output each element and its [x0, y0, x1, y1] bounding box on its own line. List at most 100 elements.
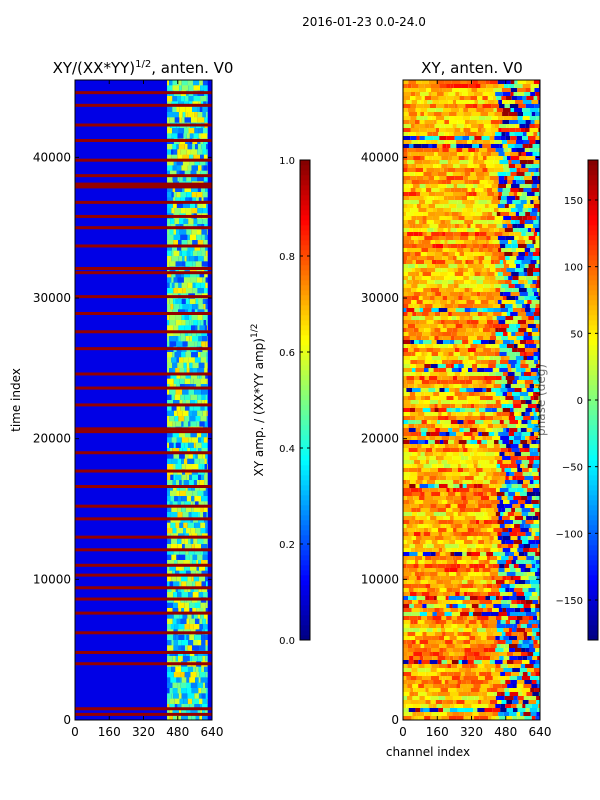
heatmap-cell: [174, 560, 178, 566]
heatmap-cell: [501, 412, 510, 417]
heatmap-cell: [410, 176, 417, 181]
heatmap-cell: [455, 180, 465, 185]
heatmap-cell: [458, 660, 463, 665]
heatmap-cell: [508, 360, 517, 365]
heatmap-cell: [535, 408, 539, 413]
heatmap-cell: [189, 624, 194, 630]
heatmap-cell: [524, 560, 532, 565]
saturated-row: [75, 548, 212, 552]
heatmap-cell: [206, 410, 208, 417]
heatmap-cell: [476, 336, 484, 341]
heatmap-cell: [191, 512, 198, 518]
heatmap-cell: [493, 416, 503, 421]
heatmap-cell: [491, 116, 498, 121]
heatmap-cell: [428, 312, 435, 317]
heatmap-cell: [429, 380, 437, 385]
heatmap-cell: [440, 312, 449, 317]
heatmap-cell: [487, 308, 494, 313]
heatmap-cell: [509, 472, 515, 477]
heatmap-cell: [491, 476, 501, 481]
heatmap-cell: [199, 106, 203, 113]
heatmap-cell: [474, 228, 480, 233]
heatmap-cell: [411, 436, 418, 441]
heatmap-cell: [419, 136, 425, 141]
heatmap-cell: [176, 160, 183, 166]
heatmap-cell: [510, 548, 518, 553]
heatmap-cell: [465, 192, 469, 197]
colorbar-swatch: [300, 440, 310, 446]
heatmap-cell: [205, 602, 208, 609]
heatmap-cell: [499, 636, 504, 641]
heatmap-cell: [439, 644, 447, 649]
heatmap-cell: [457, 184, 466, 189]
heatmap-cell: [428, 80, 438, 85]
heatmap-cell: [520, 168, 529, 173]
heatmap-cell: [537, 624, 540, 629]
heatmap-cell: [498, 84, 504, 89]
heatmap-cell: [451, 360, 459, 365]
heatmap-cell: [456, 700, 465, 705]
heatmap-cell: [526, 692, 533, 697]
heatmap-cell: [432, 100, 440, 105]
heatmap-cell: [482, 96, 488, 101]
heatmap-cell: [406, 248, 413, 253]
heatmap-cell: [509, 688, 519, 693]
heatmap-cell: [443, 340, 450, 345]
heatmap-cell: [501, 128, 510, 133]
heatmap-cell: [167, 522, 171, 529]
colorbar-swatch: [300, 240, 310, 246]
heatmap-cell: [507, 684, 513, 689]
heatmap-cell: [184, 453, 189, 459]
heatmap-cell: [473, 152, 479, 157]
heatmap-cell: [403, 208, 411, 213]
heatmap-cell: [459, 428, 464, 433]
heatmap-cell: [456, 112, 464, 117]
heatmap-cell: [403, 112, 409, 117]
heatmap-cell: [423, 400, 431, 405]
heatmap-cell: [435, 620, 440, 625]
heatmap-cell: [479, 232, 487, 237]
heatmap-cell: [458, 444, 462, 449]
heatmap-cell: [477, 692, 482, 697]
heatmap-cell: [515, 508, 522, 513]
heatmap-cell: [442, 296, 448, 301]
heatmap-cell: [197, 208, 203, 214]
heatmap-cell: [505, 220, 511, 225]
heatmap-cell: [167, 581, 170, 587]
heatmap-cell: [442, 284, 448, 289]
heatmap-cell: [494, 656, 500, 661]
heatmap-cell: [509, 128, 516, 133]
saturated-row: [75, 586, 212, 590]
heatmap-cell: [444, 124, 453, 129]
heatmap-cell: [409, 224, 413, 229]
heatmap-cell: [403, 440, 410, 445]
heatmap-cell: [444, 584, 454, 589]
heatmap-cell: [427, 100, 433, 105]
heatmap-cell: [187, 698, 193, 705]
heatmap-cell: [470, 400, 480, 405]
heatmap-cell: [445, 572, 450, 577]
heatmap-cell: [504, 568, 511, 573]
heatmap-cell: [495, 380, 503, 385]
heatmap-cell: [199, 704, 202, 710]
heatmap-cell: [179, 176, 183, 182]
heatmap-cell: [492, 196, 498, 201]
heatmap-cell: [423, 504, 431, 509]
heatmap-cell: [446, 560, 454, 565]
heatmap-cell: [538, 676, 540, 681]
heatmap-cell: [180, 682, 187, 689]
heatmap-cell: [421, 536, 431, 541]
heatmap-cell: [202, 682, 206, 689]
heatmap-cell: [424, 664, 432, 669]
heatmap-cell: [513, 540, 523, 545]
heatmap-cell: [536, 400, 540, 405]
heatmap-cell: [521, 260, 531, 265]
heatmap-cell: [490, 568, 499, 573]
heatmap-cell: [501, 312, 507, 317]
heatmap-cell: [201, 133, 208, 139]
heatmap-cell: [433, 320, 438, 325]
heatmap-cell: [191, 613, 194, 619]
heatmap-cell: [464, 172, 471, 177]
heatmap-cell: [471, 240, 478, 245]
heatmap-cell: [436, 144, 443, 149]
